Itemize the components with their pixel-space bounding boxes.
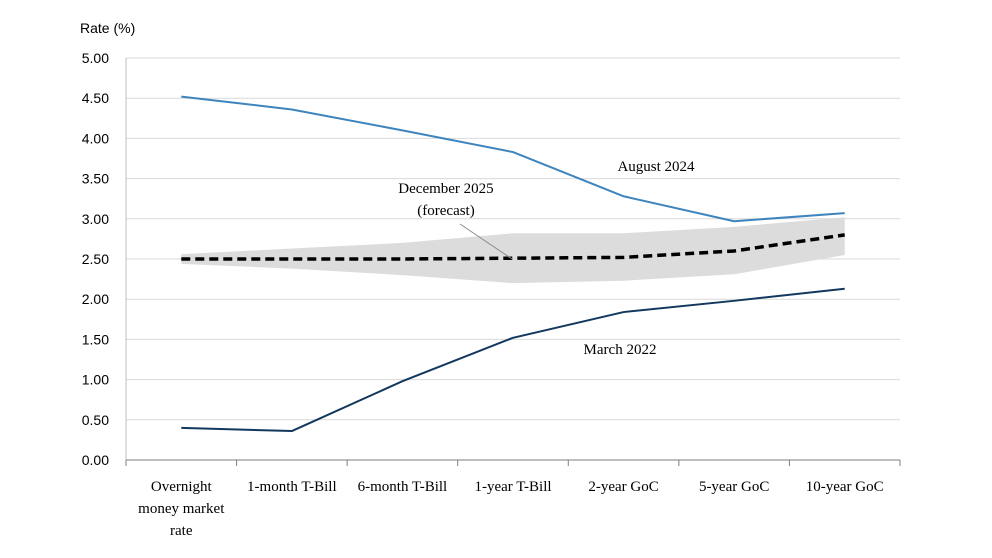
series-line-august-2024 — [181, 95, 845, 223]
y-tick-label: 1.50 — [82, 331, 109, 347]
y-tick-label: 0.50 — [82, 412, 109, 428]
y-tick-label: 2.00 — [82, 291, 109, 307]
y-tick-label: 5.00 — [82, 50, 109, 66]
x-tick-label: 6-month T-Bill — [358, 479, 448, 495]
axes — [125, 58, 901, 466]
x-tick-label: 5-year GoC — [699, 479, 769, 495]
x-tick-label: 10-year GoC — [806, 479, 884, 495]
y-tick-label: 0.00 — [82, 452, 109, 468]
series-line-december-2025-forecast — [181, 233, 845, 261]
y-tick-label: 1.00 — [82, 372, 109, 388]
x-tick-labels: Overnight money market rate 1-month T-Bill 6… — [138, 479, 883, 539]
forecast-label: (forecast) — [417, 203, 474, 219]
y-tick-label: 3.50 — [82, 171, 109, 187]
x-tick-label: 2-year GoC — [588, 479, 658, 495]
y-tick-labels: 0.00 0.50 1.00 1.50 2.00 2.50 3.00 3.50 4.00 4.50… — [82, 50, 109, 468]
y-tick-label: 3.00 — [82, 211, 109, 227]
y-axis-title: Rate (%) — [80, 20, 135, 36]
x-tick-label: Overnight money market rate — [138, 479, 225, 539]
december-2025-leader-line — [459, 223, 513, 260]
y-tick-label: 4.00 — [82, 130, 109, 146]
forecast-band-layer — [181, 217, 845, 284]
y-tick-label: 2.50 — [82, 251, 109, 267]
march-2022-label: March 2022 — [584, 342, 657, 358]
x-tick-label: 1-year T-Bill — [474, 479, 551, 495]
series-line-march-2022 — [181, 287, 845, 433]
december-2025-label: December 2025 — [398, 181, 493, 197]
series-layer — [181, 95, 845, 433]
august-2024-label: August 2024 — [617, 159, 695, 175]
y-tick-label: 4.50 — [82, 90, 109, 106]
x-tick-label: 1-month T-Bill — [247, 479, 337, 495]
forecast-range-band — [181, 217, 845, 284]
